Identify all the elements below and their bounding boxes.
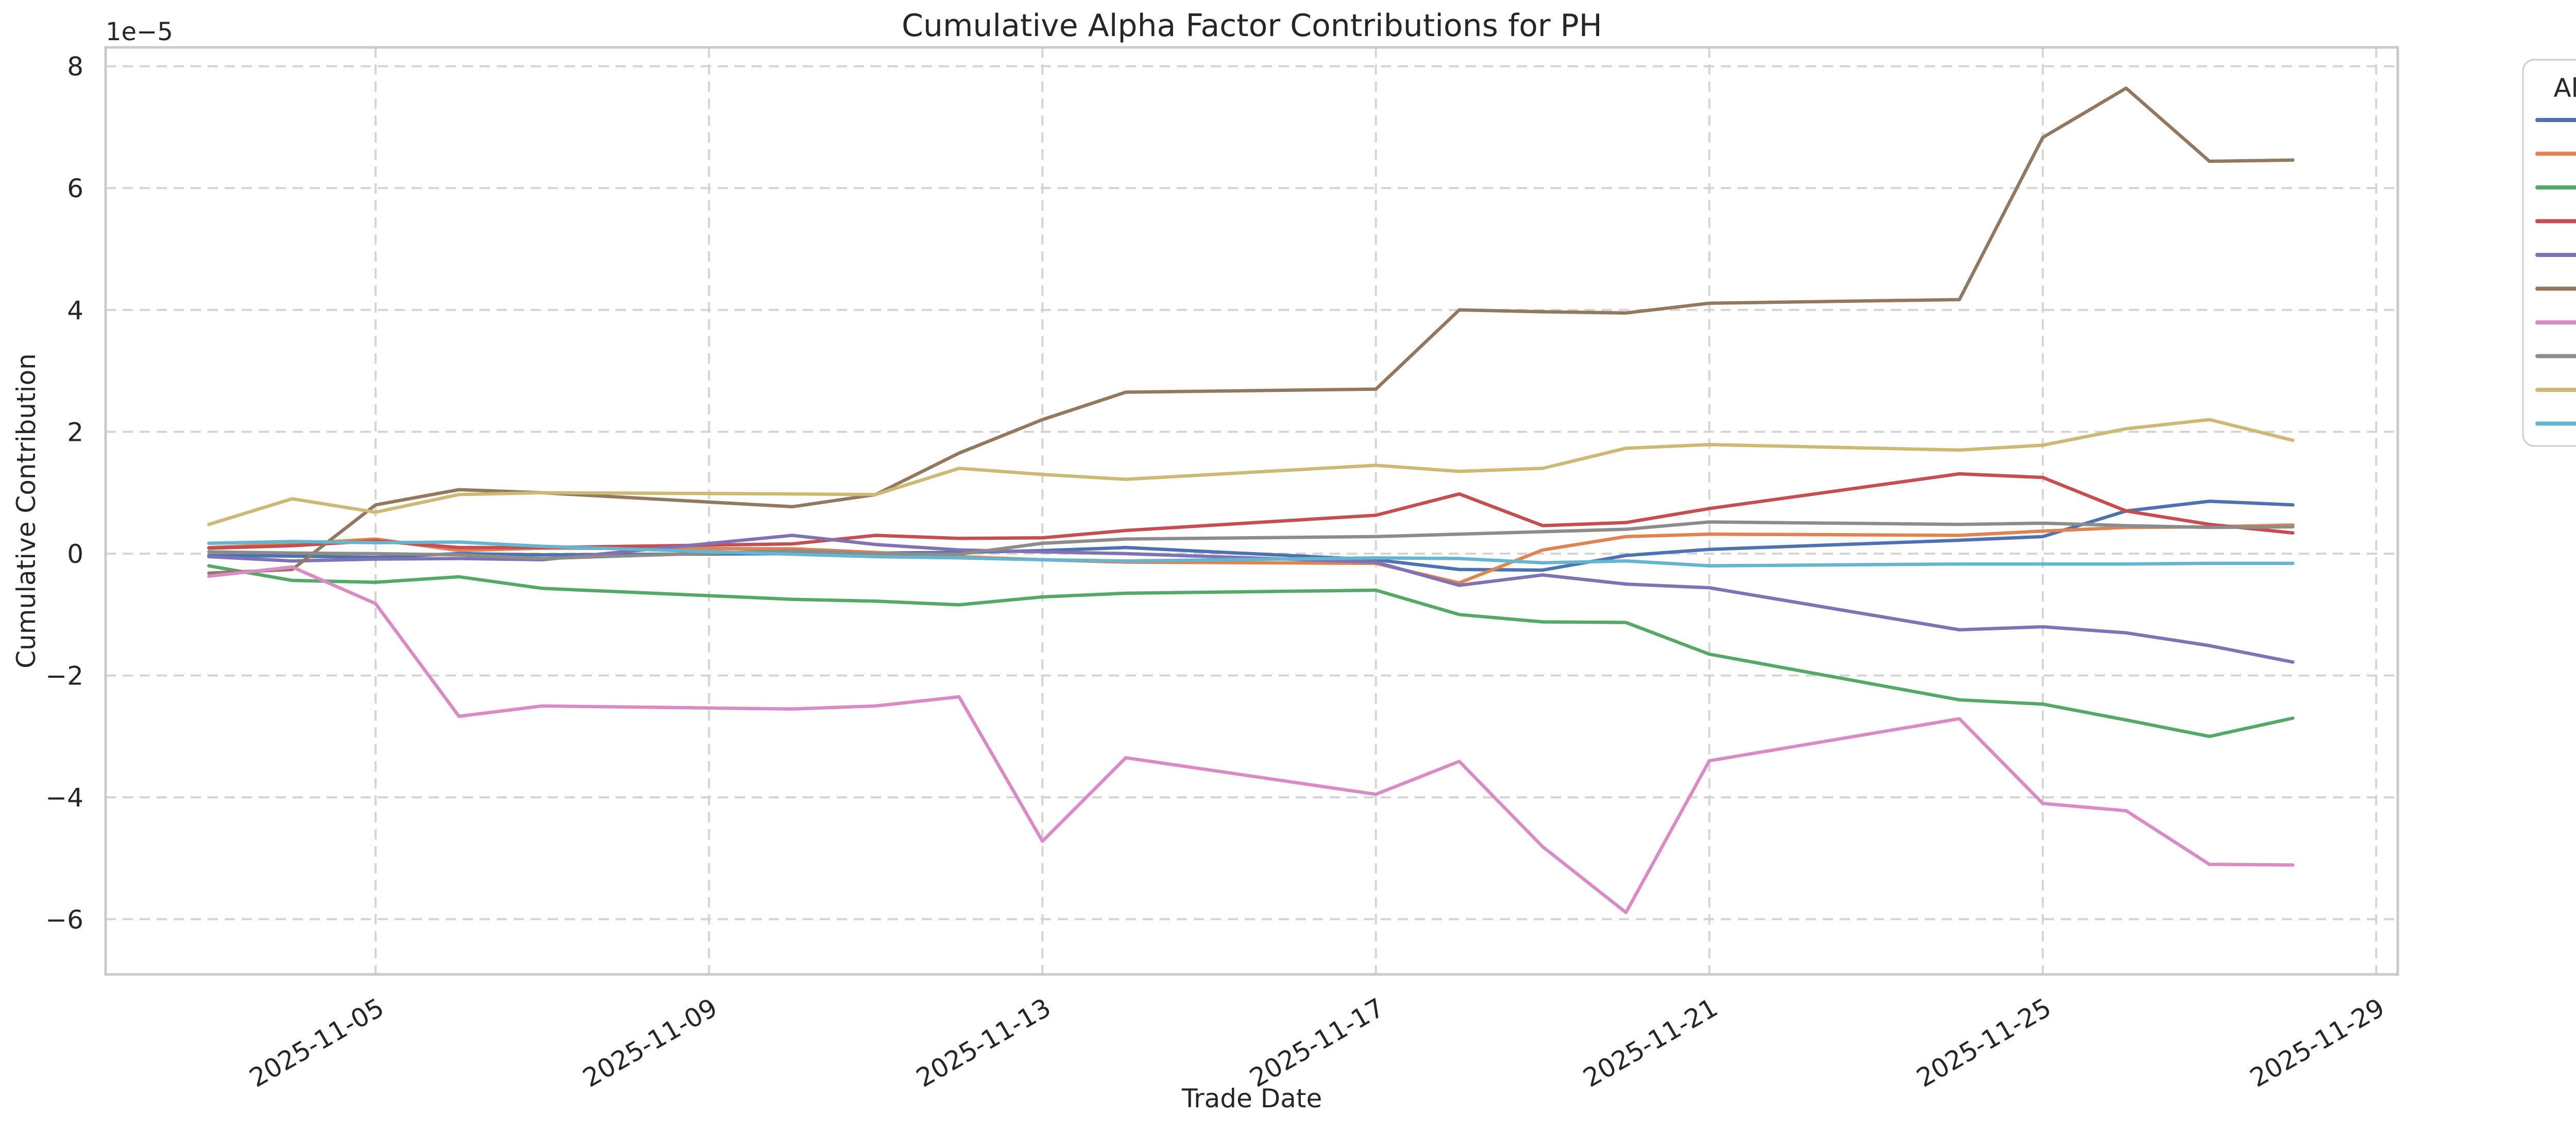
x-tick-label: 2025-11-29 xyxy=(2245,992,2390,1093)
series-value_gc xyxy=(207,418,2295,526)
y-tick-label: 2 xyxy=(67,417,83,447)
y-tick-label: 8 xyxy=(67,52,83,82)
grid xyxy=(106,47,2398,974)
series-revision xyxy=(207,565,2295,915)
y-axis-label: Cumulative Contribution xyxy=(11,353,41,668)
plot-area xyxy=(207,86,2295,915)
series-reversal xyxy=(207,86,2295,575)
series-stability xyxy=(207,520,2295,560)
series-neglect xyxy=(207,472,2295,550)
series-value_liq xyxy=(207,540,2295,568)
x-tick-label: 2025-11-25 xyxy=(1911,992,2056,1093)
y-tick-labels: 8 6 4 2 0 −2 −4 −6 xyxy=(45,52,83,935)
x-tick-label: 2025-11-21 xyxy=(1578,992,1723,1093)
y-tick-label: 0 xyxy=(67,539,83,569)
x-tick-label: 2025-11-09 xyxy=(578,992,723,1093)
y-tick-label: 4 xyxy=(67,296,83,325)
y-axis-offset-text: 1e−5 xyxy=(106,18,173,46)
series-linkage xyxy=(207,523,2295,585)
chart-title: Cumulative Alpha Factor Contributions fo… xyxy=(902,8,1602,44)
legend-title: Alpha Factor xyxy=(2553,73,2576,103)
axes-spines xyxy=(104,46,2399,976)
y-tick-label: −4 xyxy=(45,783,83,813)
legend: Alpha Factor fmomlinkagemomentumneglectq… xyxy=(2522,59,2576,447)
y-tick-label: −2 xyxy=(45,661,83,691)
y-tick-label: −6 xyxy=(45,905,83,935)
legend-items: fmomlinkagemomentumneglectqualityreversa… xyxy=(2535,118,2576,426)
y-tick-label: 6 xyxy=(67,174,83,203)
series-momentum xyxy=(207,564,2295,739)
x-tick-labels: 2025-11-05 2025-11-09 2025-11-13 2025-11-17… xyxy=(244,992,2389,1093)
x-tick-label: 2025-11-13 xyxy=(911,992,1056,1093)
x-tick-label: 2025-11-05 xyxy=(244,992,389,1093)
x-tick-label: 2025-11-17 xyxy=(1245,992,1389,1093)
x-axis-label: Trade Date xyxy=(1181,1084,1322,1113)
